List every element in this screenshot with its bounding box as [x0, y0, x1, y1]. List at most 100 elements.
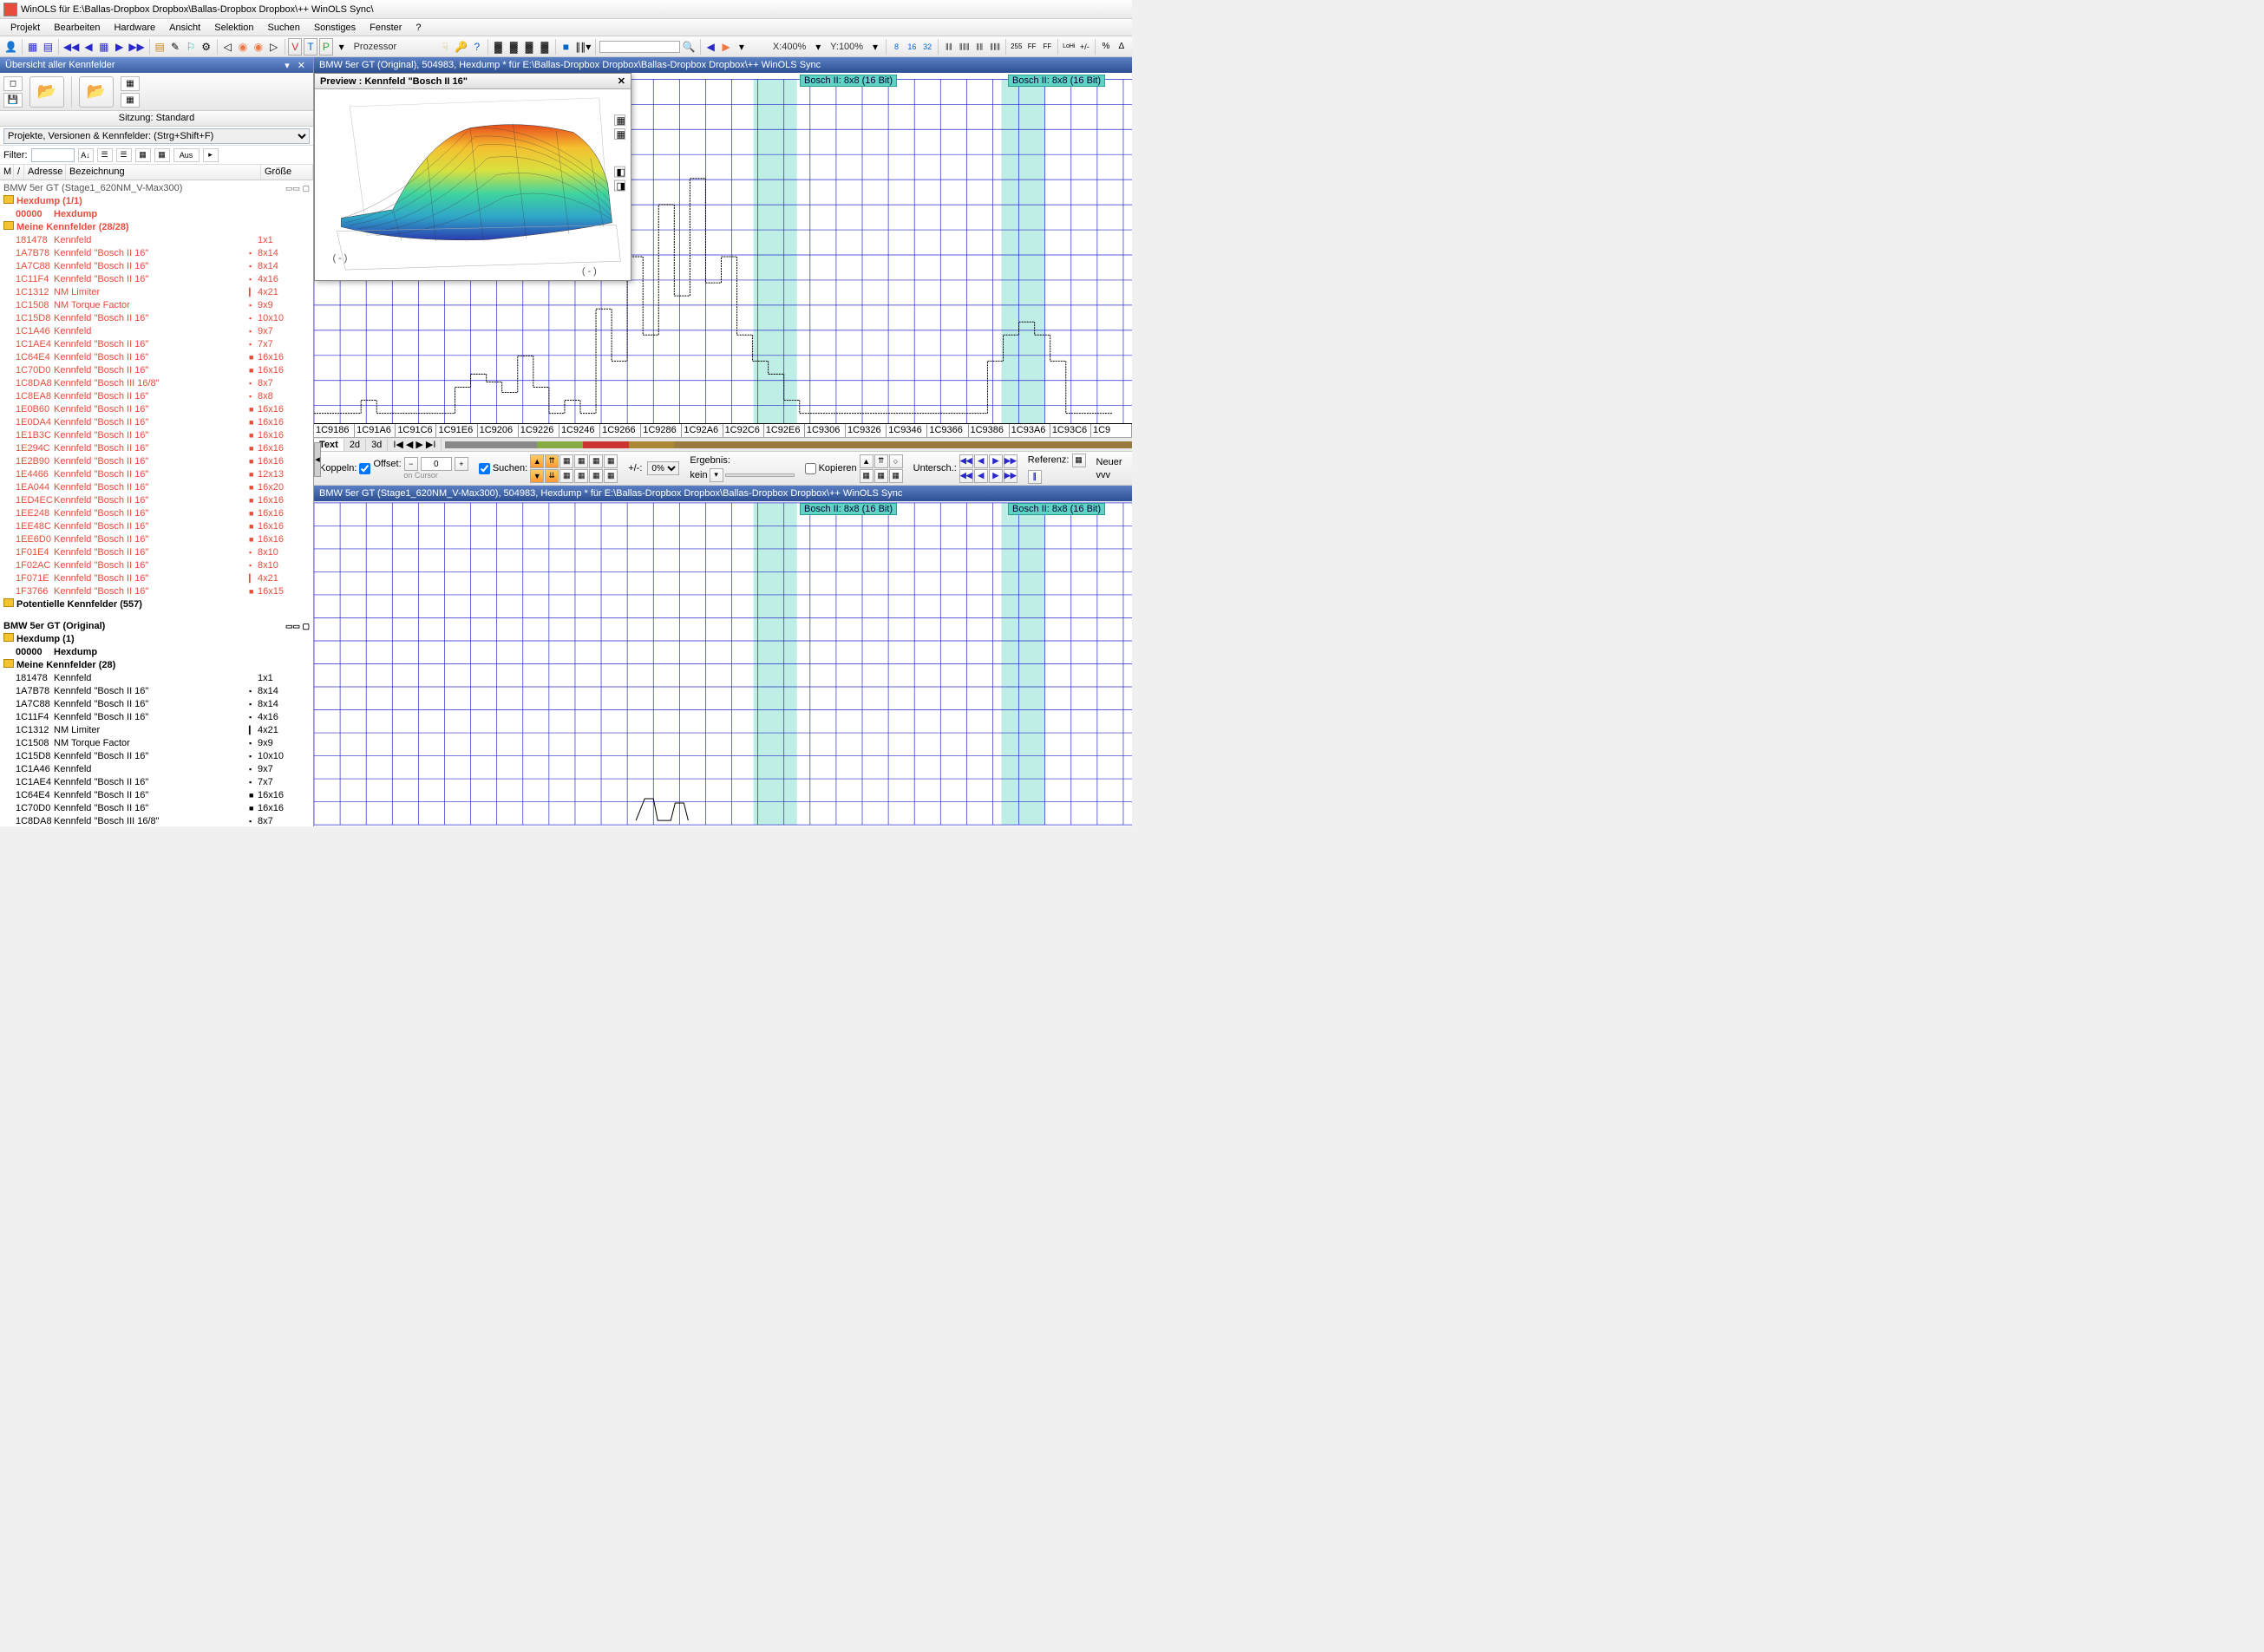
- project2-header[interactable]: BMW 5er GT (Original) ▭▭ ▢: [0, 620, 313, 633]
- menu-fenster[interactable]: Fenster: [363, 23, 409, 33]
- diff-last[interactable]: ▶▶: [1004, 454, 1017, 468]
- marker4[interactable]: Bosch II: 8x8 (16 Bit): [1008, 503, 1105, 515]
- open-folder-button[interactable]: 📂: [29, 76, 64, 108]
- potentielle-group[interactable]: Potentielle Kennfelder (557): [0, 598, 313, 611]
- search-dn2[interactable]: ⇊: [545, 469, 559, 483]
- hexdump-group[interactable]: Hexdump (1/1): [0, 195, 313, 208]
- filter-btn4[interactable]: ▦: [135, 148, 151, 162]
- diff-next[interactable]: ▶: [989, 454, 1003, 468]
- map-row[interactable]: 181478Kennfeld1x1: [0, 672, 313, 685]
- menu-projekt[interactable]: Projekt: [3, 23, 47, 33]
- preview-window[interactable]: Preview : Kennfeld "Bosch II 16" ✕: [314, 73, 631, 281]
- preview-titlebar[interactable]: Preview : Kennfeld "Bosch II 16" ✕: [315, 74, 631, 89]
- preview-close-icon[interactable]: ✕: [618, 75, 625, 87]
- copy-g3[interactable]: ▦: [889, 469, 903, 483]
- tool-32-icon[interactable]: 32: [920, 38, 934, 56]
- map-tree[interactable]: BMW 5er GT (Stage1_620NM_V-Max300) ▭▭ ▢ …: [0, 180, 313, 826]
- search-g7[interactable]: ▦: [589, 469, 603, 483]
- nav-dropdown-icon[interactable]: ▾: [735, 38, 749, 56]
- col-slash[interactable]: /: [14, 165, 24, 180]
- marker2[interactable]: Bosch II: 8x8 (16 Bit): [1008, 75, 1105, 87]
- map-row[interactable]: 1E0DA4Kennfeld "Bosch II 16"■16x16: [0, 416, 313, 429]
- tool-b3-icon[interactable]: ∥∥: [972, 38, 986, 56]
- diff-next2[interactable]: ▶: [989, 469, 1003, 483]
- doc1-hexview[interactable]: Preview : Kennfeld "Bosch II 16" ✕: [314, 73, 1132, 437]
- map-row[interactable]: 1F01E4Kennfeld "Bosch II 16"▪8x10: [0, 546, 313, 559]
- map-row[interactable]: 1C8DA8Kennfeld "Bosch III 16/8"▪8x7: [0, 815, 313, 826]
- tool-t-icon[interactable]: T: [304, 38, 317, 56]
- tool-help-icon[interactable]: ?: [470, 38, 484, 56]
- diff-prev[interactable]: ◀: [974, 454, 988, 468]
- tool-b2-icon[interactable]: ∥∥∥: [958, 38, 972, 56]
- map-row[interactable]: 1A7C88Kennfeld "Bosch II 16"▪8x14: [0, 260, 313, 273]
- tool-hand-icon[interactable]: ☟: [438, 38, 452, 56]
- ref-btn1[interactable]: ▦: [1072, 454, 1086, 467]
- marker1[interactable]: Bosch II: 8x8 (16 Bit): [800, 75, 897, 87]
- tool-b1-icon[interactable]: ∥∥: [942, 38, 956, 56]
- filter-input[interactable]: [31, 148, 75, 162]
- map-row[interactable]: 1C1AE4Kennfeld "Bosch II 16"▪7x7: [0, 338, 313, 351]
- splitter-handle[interactable]: ◂: [314, 442, 321, 477]
- map-row[interactable]: 181478Kennfeld1x1: [0, 234, 313, 247]
- meine-kennfelder-group[interactable]: Meine Kennfelder (28/28): [0, 221, 313, 234]
- zoom-x-down-icon[interactable]: ▾: [811, 38, 825, 56]
- tool-prev-icon[interactable]: ◀: [82, 38, 95, 56]
- sidebar-minimize-icon[interactable]: ▾: [282, 61, 292, 71]
- tool-bits-icon[interactable]: ∥∥▾: [574, 38, 592, 56]
- tool-square-icon[interactable]: ■: [559, 38, 573, 56]
- map-row[interactable]: 1F3766Kennfeld "Bosch II 16"■16x15: [0, 585, 313, 598]
- tool-arrow-left-icon[interactable]: ◁: [220, 38, 234, 56]
- filter-btn1[interactable]: A↓: [78, 148, 94, 162]
- diff-first[interactable]: ◀◀: [959, 454, 973, 468]
- tool-next-icon[interactable]: ▶: [113, 38, 127, 56]
- map-row[interactable]: 1A7B78Kennfeld "Bosch II 16"▪8x14: [0, 685, 313, 698]
- marker3[interactable]: Bosch II: 8x8 (16 Bit): [800, 503, 897, 515]
- tool-window1-icon[interactable]: ▦: [26, 38, 40, 56]
- search-g1[interactable]: ▦: [559, 454, 573, 468]
- map-row[interactable]: 1A7C88Kennfeld "Bosch II 16"▪8x14: [0, 698, 313, 711]
- tool-b4-icon[interactable]: ∥∥∥: [988, 38, 1002, 56]
- map-row[interactable]: 1C1A46Kennfeld▪9x7: [0, 325, 313, 338]
- map-row[interactable]: 1C1508NM Torque Factor▪9x9: [0, 737, 313, 750]
- tool-user-icon[interactable]: 👤: [3, 38, 18, 56]
- search-g5[interactable]: ▦: [559, 469, 573, 483]
- map-row[interactable]: 1E4466Kennfeld "Bosch II 16"■12x13: [0, 468, 313, 481]
- map-row[interactable]: 1C70D0Kennfeld "Bosch II 16"■16x16: [0, 802, 313, 815]
- tool-gear-icon[interactable]: ⚙: [200, 38, 213, 56]
- diff-first2[interactable]: ◀◀: [959, 469, 973, 483]
- ref-pause[interactable]: ∥: [1028, 470, 1042, 484]
- map-new-icon[interactable]: ▦: [121, 76, 140, 91]
- ergebnis-dd[interactable]: ▾: [710, 468, 723, 482]
- map-row[interactable]: 1C11F4Kennfeld "Bosch II 16"▪4x16: [0, 711, 313, 724]
- koppeln-checkbox[interactable]: [359, 463, 370, 474]
- tool-ic1-icon[interactable]: ▓: [491, 38, 505, 56]
- search-g3[interactable]: ▦: [589, 454, 603, 468]
- map-row[interactable]: 1E2B90Kennfeld "Bosch II 16"■16x16: [0, 455, 313, 468]
- tool-sign-icon[interactable]: +/-: [1077, 38, 1091, 56]
- map-row[interactable]: 1C64E4Kennfeld "Bosch II 16"■16x16: [0, 351, 313, 364]
- meine-kennfelder-group2[interactable]: Meine Kennfelder (28): [0, 659, 313, 672]
- tool-ic2-icon[interactable]: ▓: [507, 38, 520, 56]
- tool-8-icon[interactable]: 8: [890, 38, 904, 56]
- map-row[interactable]: 1EE48CKennfeld "Bosch II 16"■16x16: [0, 520, 313, 533]
- session-bar[interactable]: Sitzung: Standard: [0, 111, 313, 127]
- save-project-icon[interactable]: 💾: [3, 93, 23, 108]
- doc2-hexview[interactable]: Bosch II: 8x8 (16 Bit) Bosch II: 8x8 (16…: [314, 501, 1132, 826]
- copy-x[interactable]: ○: [889, 454, 903, 468]
- tool-ic4-icon[interactable]: ▓: [538, 38, 552, 56]
- diff-last2[interactable]: ▶▶: [1004, 469, 1017, 483]
- map-row[interactable]: 1C1312NM Limiter▎4x21: [0, 724, 313, 737]
- project-dropdown[interactable]: Projekte, Versionen & Kennfelder: (Strg+…: [3, 128, 310, 144]
- tool-lohi-icon[interactable]: LoHi: [1062, 38, 1076, 56]
- menu-suchen[interactable]: Suchen: [261, 23, 307, 33]
- search-g6[interactable]: ▦: [574, 469, 588, 483]
- map-row[interactable]: 1C15D8Kennfeld "Bosch II 16"▪10x10: [0, 312, 313, 325]
- map-row[interactable]: 1ED4ECKennfeld "Bosch II 16"■16x16: [0, 494, 313, 507]
- zoom-y-label[interactable]: Y:100%: [827, 42, 867, 52]
- tool-zoom-icon[interactable]: 🔍: [682, 38, 697, 56]
- tool-arrow-right-icon[interactable]: ▷: [267, 38, 281, 56]
- map-row[interactable]: 1F02ACKennfeld "Bosch II 16"▪8x10: [0, 559, 313, 572]
- kopieren-checkbox[interactable]: [805, 463, 816, 474]
- menu-sonstiges[interactable]: Sonstiges: [307, 23, 363, 33]
- zoom-y-down-icon[interactable]: ▾: [868, 38, 882, 56]
